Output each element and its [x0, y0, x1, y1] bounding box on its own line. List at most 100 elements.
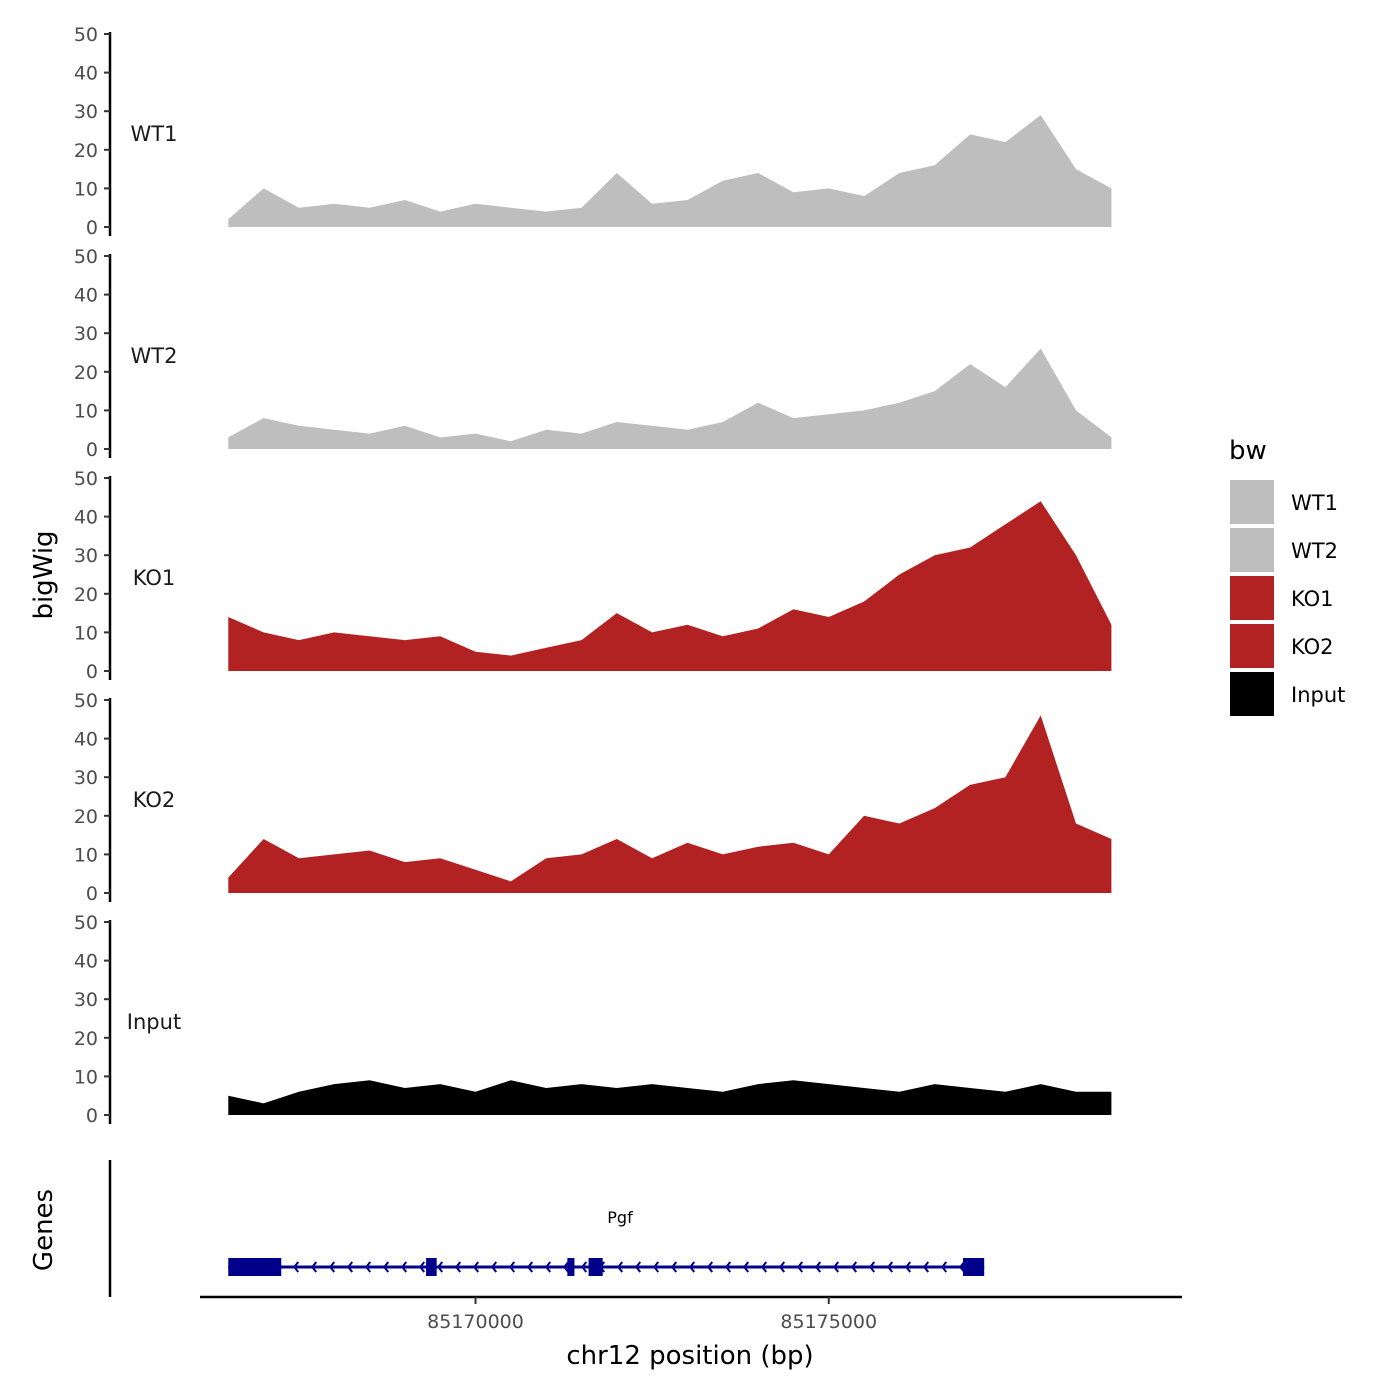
strand-arrow — [454, 1261, 462, 1273]
strand-arrow — [580, 1261, 588, 1273]
y-tick-label: 0 — [86, 1105, 98, 1127]
y-tick-label: 0 — [86, 217, 98, 239]
track-panel-wt2: 0 10 20 30 40 50 WT2 — [74, 246, 1112, 461]
y-tick-label: 0 — [86, 439, 98, 461]
legend-swatch-ko1 — [1230, 576, 1274, 620]
gene-exon — [426, 1258, 437, 1276]
gene-exon — [567, 1258, 575, 1276]
track-panel-input: 0 10 20 30 40 50 Input — [74, 912, 1112, 1127]
y-tick-label: 20 — [74, 362, 98, 384]
strand-arrow — [922, 1261, 930, 1273]
strand-arrow — [400, 1261, 408, 1273]
y-tick-label: 10 — [74, 622, 98, 644]
y-axis-title: bigWig — [29, 530, 59, 619]
track-label-input: Input — [127, 1010, 181, 1034]
strand-arrow — [688, 1261, 696, 1273]
strand-arrow — [742, 1261, 750, 1273]
y-tick-label: 30 — [74, 545, 98, 567]
strand-arrow — [670, 1261, 678, 1273]
coverage-area-wt1 — [228, 115, 1112, 227]
strand-arrow — [490, 1261, 498, 1273]
y-tick-label: 0 — [86, 661, 98, 683]
legend-label-ko2: KO2 — [1291, 635, 1334, 659]
strand-arrow — [904, 1261, 912, 1273]
coverage-area-ko1 — [228, 501, 1112, 671]
legend-swatch-ko2 — [1230, 624, 1274, 668]
gene-exon — [588, 1258, 603, 1276]
strand-arrow — [364, 1261, 372, 1273]
x-tick-label: 85170000 — [427, 1311, 524, 1333]
x-axis-title: chr12 position (bp) — [566, 1341, 813, 1371]
legend-swatch-input — [1230, 672, 1274, 716]
y-tick-label: 20 — [74, 584, 98, 606]
legend-label-ko1: KO1 — [1291, 587, 1334, 611]
y-tick-label: 30 — [74, 767, 98, 789]
legend-label-wt1: WT1 — [1291, 491, 1338, 515]
strand-arrow — [292, 1261, 300, 1273]
x-axis: 85170000 85175000 — [200, 1295, 1182, 1333]
strand-arrow — [634, 1261, 642, 1273]
coverage-area-input — [228, 1080, 1112, 1115]
track-panels: 0 10 20 30 40 50 WT1 0 10 20 30 40 50 WT2 0 10 20 30 40 50 K… — [74, 24, 1112, 1127]
strand-arrow — [472, 1261, 480, 1273]
y-tick-label: 10 — [74, 1066, 98, 1088]
y-tick-label: 20 — [74, 140, 98, 162]
strand-arrow — [508, 1261, 516, 1273]
strand-arrow — [850, 1261, 858, 1273]
y-tick-label: 10 — [74, 400, 98, 422]
strand-arrow — [310, 1261, 318, 1273]
y-tick-label: 50 — [74, 24, 98, 46]
strand-arrow — [778, 1261, 786, 1273]
strand-arrow — [724, 1261, 732, 1273]
strand-arrow — [562, 1261, 570, 1273]
y-tick-label: 10 — [74, 844, 98, 866]
track-label-ko2: KO2 — [133, 788, 176, 812]
strand-arrow — [436, 1261, 444, 1273]
x-tick-label: 85175000 — [780, 1311, 877, 1333]
track-panel-ko2: 0 10 20 30 40 50 KO2 — [74, 690, 1112, 905]
genes-axis-title: Genes — [29, 1189, 59, 1271]
strand-arrow — [526, 1261, 534, 1273]
legend-label-input: Input — [1291, 683, 1345, 707]
strand-arrow — [346, 1261, 354, 1273]
strand-arrow — [418, 1261, 426, 1273]
y-tick-label: 40 — [74, 951, 98, 973]
strand-arrow — [814, 1261, 822, 1273]
gene-name-label: Pgf — [607, 1208, 633, 1227]
legend-swatch-wt1 — [1230, 480, 1274, 524]
strand-arrow — [832, 1261, 840, 1273]
legend-title: bw — [1229, 436, 1267, 466]
y-tick-label: 30 — [74, 323, 98, 345]
gene-exon — [962, 1258, 985, 1276]
track-label-wt1: WT1 — [131, 122, 178, 146]
track-label-wt2: WT2 — [131, 344, 178, 368]
strand-arrow — [886, 1261, 894, 1273]
strand-arrow — [706, 1261, 714, 1273]
y-tick-label: 40 — [74, 63, 98, 85]
track-panel-wt1: 0 10 20 30 40 50 WT1 — [74, 24, 1112, 239]
strand-arrow — [382, 1261, 390, 1273]
strand-arrow — [868, 1261, 876, 1273]
gene-exon — [228, 1258, 282, 1276]
legend-swatch-wt2 — [1230, 528, 1274, 572]
coverage-area-ko2 — [228, 715, 1112, 893]
y-tick-label: 50 — [74, 468, 98, 490]
legend-label-wt2: WT2 — [1291, 539, 1338, 563]
strand-arrow — [940, 1261, 948, 1273]
strand-arrow — [328, 1261, 336, 1273]
y-tick-label: 40 — [74, 285, 98, 307]
y-tick-label: 0 — [86, 883, 98, 905]
strand-arrow — [796, 1261, 804, 1273]
y-tick-label: 20 — [74, 806, 98, 828]
y-tick-label: 40 — [74, 507, 98, 529]
gene-panel: Pgf — [108, 1160, 985, 1297]
y-tick-label: 50 — [74, 912, 98, 934]
strand-arrow — [958, 1261, 966, 1273]
coverage-area-wt2 — [228, 348, 1112, 449]
legend: bw WT1 WT2 KO1 KO2 Input — [1229, 436, 1345, 716]
y-tick-label: 40 — [74, 729, 98, 751]
y-tick-label: 30 — [74, 989, 98, 1011]
track-label-ko1: KO1 — [133, 566, 176, 590]
strand-arrow — [652, 1261, 660, 1273]
